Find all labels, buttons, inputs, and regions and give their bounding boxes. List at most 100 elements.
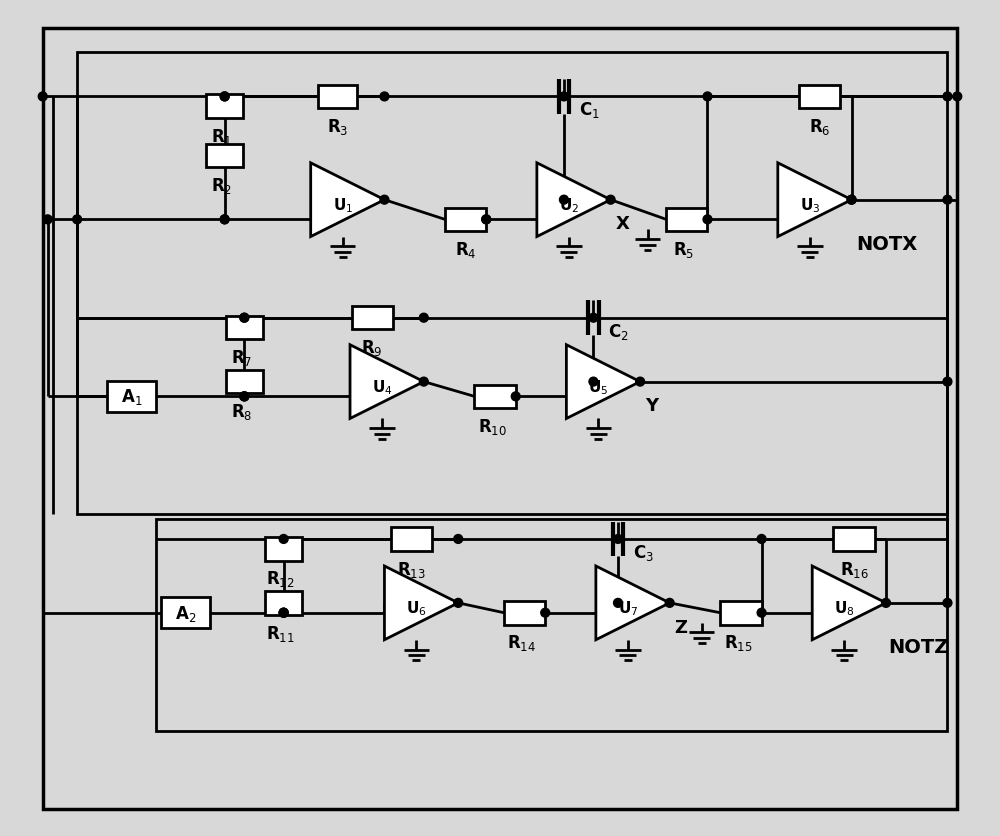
Circle shape [380, 196, 389, 205]
Circle shape [279, 609, 288, 618]
Bar [799, 85, 840, 109]
Circle shape [589, 314, 598, 323]
Circle shape [757, 609, 766, 618]
Circle shape [541, 609, 550, 618]
Circle shape [482, 216, 491, 225]
Circle shape [482, 216, 491, 225]
Text: C$_1$: C$_1$ [579, 100, 599, 120]
Polygon shape [778, 164, 852, 237]
Text: U$_5$: U$_5$ [588, 378, 608, 396]
Circle shape [240, 392, 249, 401]
Circle shape [454, 599, 463, 608]
Bar [504, 601, 545, 624]
Circle shape [419, 378, 428, 386]
Text: U$_1$: U$_1$ [333, 196, 353, 215]
Text: U$_3$: U$_3$ [800, 196, 820, 215]
Circle shape [559, 93, 568, 102]
Circle shape [943, 93, 952, 102]
Bar [156, 520, 947, 731]
Text: A$_2$: A$_2$ [175, 603, 196, 623]
Text: R$_{12}$: R$_{12}$ [266, 568, 295, 589]
Circle shape [454, 535, 463, 543]
Text: R$_9$: R$_9$ [361, 338, 383, 358]
Circle shape [757, 535, 766, 543]
Text: NOTZ: NOTZ [888, 638, 948, 656]
Bar [226, 316, 263, 340]
Circle shape [943, 196, 952, 205]
Circle shape [220, 216, 229, 225]
Circle shape [220, 93, 229, 102]
Text: R$_5$: R$_5$ [673, 240, 695, 260]
Polygon shape [566, 345, 640, 419]
Bar [206, 95, 243, 119]
Bar [77, 54, 947, 515]
Bar [720, 601, 762, 624]
Circle shape [220, 216, 229, 225]
Circle shape [279, 535, 288, 543]
Text: R$_{13}$: R$_{13}$ [397, 559, 426, 579]
Circle shape [589, 378, 598, 386]
Text: R$_{15}$: R$_{15}$ [724, 633, 752, 653]
Text: X: X [616, 215, 629, 233]
Text: R$_7$: R$_7$ [231, 348, 252, 368]
Circle shape [38, 93, 47, 102]
Text: U$_6$: U$_6$ [406, 599, 427, 618]
Circle shape [380, 93, 389, 102]
Circle shape [220, 93, 229, 102]
Circle shape [240, 314, 249, 323]
Circle shape [703, 216, 712, 225]
Text: A$_1$: A$_1$ [121, 387, 142, 407]
Text: R$_8$: R$_8$ [231, 402, 252, 422]
Text: R$_{10}$: R$_{10}$ [478, 416, 507, 436]
Text: R$_6$: R$_6$ [809, 117, 830, 137]
Bar [107, 381, 156, 413]
Circle shape [665, 599, 674, 608]
Circle shape [847, 196, 856, 205]
Circle shape [943, 378, 952, 386]
Circle shape [953, 93, 962, 102]
Circle shape [703, 93, 712, 102]
Circle shape [43, 216, 52, 225]
Text: R$_{14}$: R$_{14}$ [507, 633, 536, 653]
Polygon shape [812, 566, 886, 640]
Circle shape [636, 378, 645, 386]
Bar [161, 597, 210, 629]
Text: R$_4$: R$_4$ [455, 240, 476, 260]
Polygon shape [596, 566, 670, 640]
Circle shape [606, 196, 615, 205]
Bar [391, 528, 432, 551]
Bar [226, 370, 263, 394]
Text: U$_4$: U$_4$ [372, 378, 392, 396]
Bar [833, 528, 875, 551]
Polygon shape [311, 164, 384, 237]
Circle shape [882, 599, 890, 608]
Polygon shape [350, 345, 424, 419]
Text: Z: Z [675, 618, 687, 636]
Text: R$_{11}$: R$_{11}$ [266, 623, 295, 643]
Text: C$_2$: C$_2$ [608, 321, 629, 341]
Circle shape [559, 196, 568, 205]
Bar [265, 591, 302, 615]
Text: C$_3$: C$_3$ [633, 543, 654, 563]
Circle shape [240, 392, 249, 401]
Circle shape [240, 314, 249, 323]
Text: Y: Y [645, 397, 658, 415]
Bar [206, 145, 243, 168]
Circle shape [279, 609, 288, 618]
Circle shape [614, 599, 622, 608]
Text: R$_3$: R$_3$ [327, 117, 348, 137]
Bar [318, 85, 357, 109]
Text: R$_1$: R$_1$ [211, 127, 232, 147]
Circle shape [847, 196, 856, 205]
Text: NOTX: NOTX [856, 235, 918, 254]
Text: U$_7$: U$_7$ [618, 599, 638, 618]
Circle shape [943, 599, 952, 608]
Bar [474, 385, 516, 409]
Text: R$_{16}$: R$_{16}$ [840, 559, 869, 579]
Polygon shape [384, 566, 458, 640]
Polygon shape [537, 164, 611, 237]
Circle shape [614, 535, 622, 543]
Bar [265, 538, 302, 561]
Bar [445, 208, 486, 232]
Circle shape [511, 392, 520, 401]
